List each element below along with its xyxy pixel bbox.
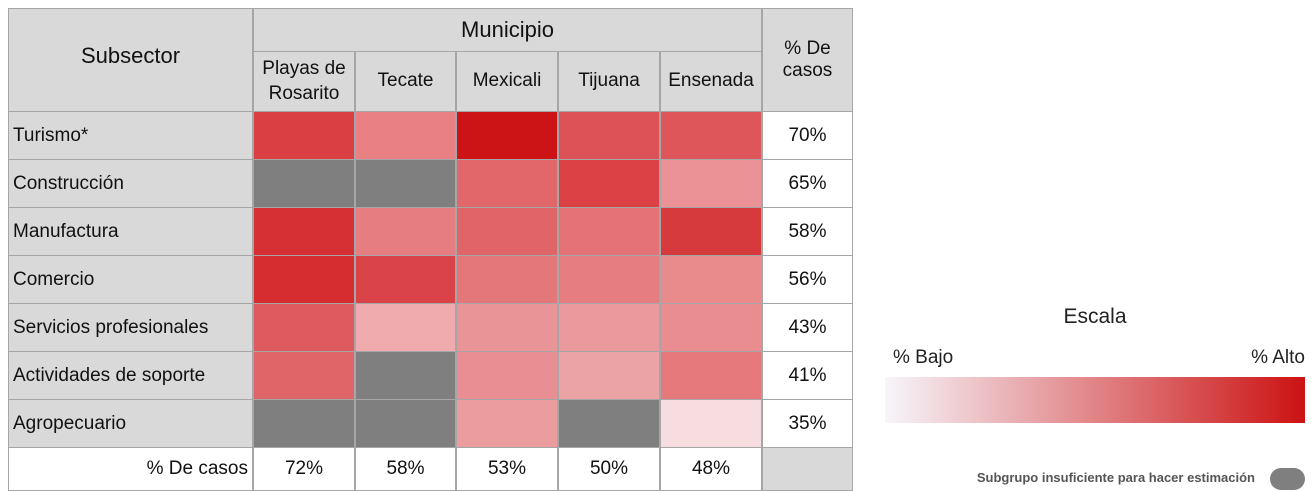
legend-title: Escala [1063,305,1127,328]
column-header: Tecate [355,51,456,112]
legend-high: % Alto [1251,347,1305,368]
row-label: Comercio [8,255,253,304]
heat-cell [456,351,558,400]
heat-cell [456,159,558,208]
heat-cell [660,351,762,400]
row-total: 58% [762,207,853,256]
legend-low: % Bajo [893,347,954,368]
heat-cell [456,303,558,352]
row-label: Turismo* [8,111,253,160]
column-header: Mexicali [456,51,558,112]
footer-value: 58% [355,447,456,491]
heat-cell [355,351,456,400]
heat-cell [456,207,558,256]
footer-value: 72% [253,447,355,491]
legend-insufficient [1270,468,1305,490]
heat-cell [660,207,762,256]
heat-cell [660,399,762,448]
heat-cell [660,255,762,304]
row-total: 43% [762,303,853,352]
row-total: 56% [762,255,853,304]
group-header: Municipio [253,8,762,52]
row-total: 70% [762,111,853,160]
footer-value: 50% [558,447,660,491]
heat-cell [253,111,355,160]
legend-gradient [885,377,1305,423]
heat-cell [558,303,660,352]
heat-cell [355,159,456,208]
heat-cell [355,303,456,352]
heat-cell [355,399,456,448]
column-header: Tijuana [558,51,660,112]
footer-label: % De casos [8,447,253,491]
heat-cell [253,303,355,352]
heat-cell [456,399,558,448]
heat-cell [355,207,456,256]
heat-cell [355,255,456,304]
row-label: Servicios profesionales [8,303,253,352]
heat-cell [253,255,355,304]
total-header: % De casos [762,8,853,112]
row-label: Actividades de soporte [8,351,253,400]
footer-value: 53% [456,447,558,491]
heat-cell [558,255,660,304]
heat-cell [456,111,558,160]
row-label: Agropecuario [8,399,253,448]
heat-cell [253,399,355,448]
heat-cell [253,207,355,256]
column-header: Ensenada [660,51,762,112]
footer-value: 48% [660,447,762,491]
row-label: Construcción [8,159,253,208]
heat-cell [253,159,355,208]
heat-cell [456,255,558,304]
heat-cell [355,111,456,160]
row-total: 65% [762,159,853,208]
row-total: 41% [762,351,853,400]
heat-cell [558,111,660,160]
heat-cell [253,351,355,400]
column-header: Playas de Rosarito [253,51,355,112]
heat-cell [558,207,660,256]
heat-cell [558,351,660,400]
row-label: Manufactura [8,207,253,256]
footer-empty [762,447,853,491]
heat-cell [558,159,660,208]
heat-cell [660,111,762,160]
heat-cell [660,303,762,352]
legend-note: Subgrupo insuficiente para hacer estimac… [976,470,1255,485]
corner-header: Subsector [8,8,253,112]
heat-cell [558,399,660,448]
heat-cell [660,159,762,208]
row-total: 35% [762,399,853,448]
